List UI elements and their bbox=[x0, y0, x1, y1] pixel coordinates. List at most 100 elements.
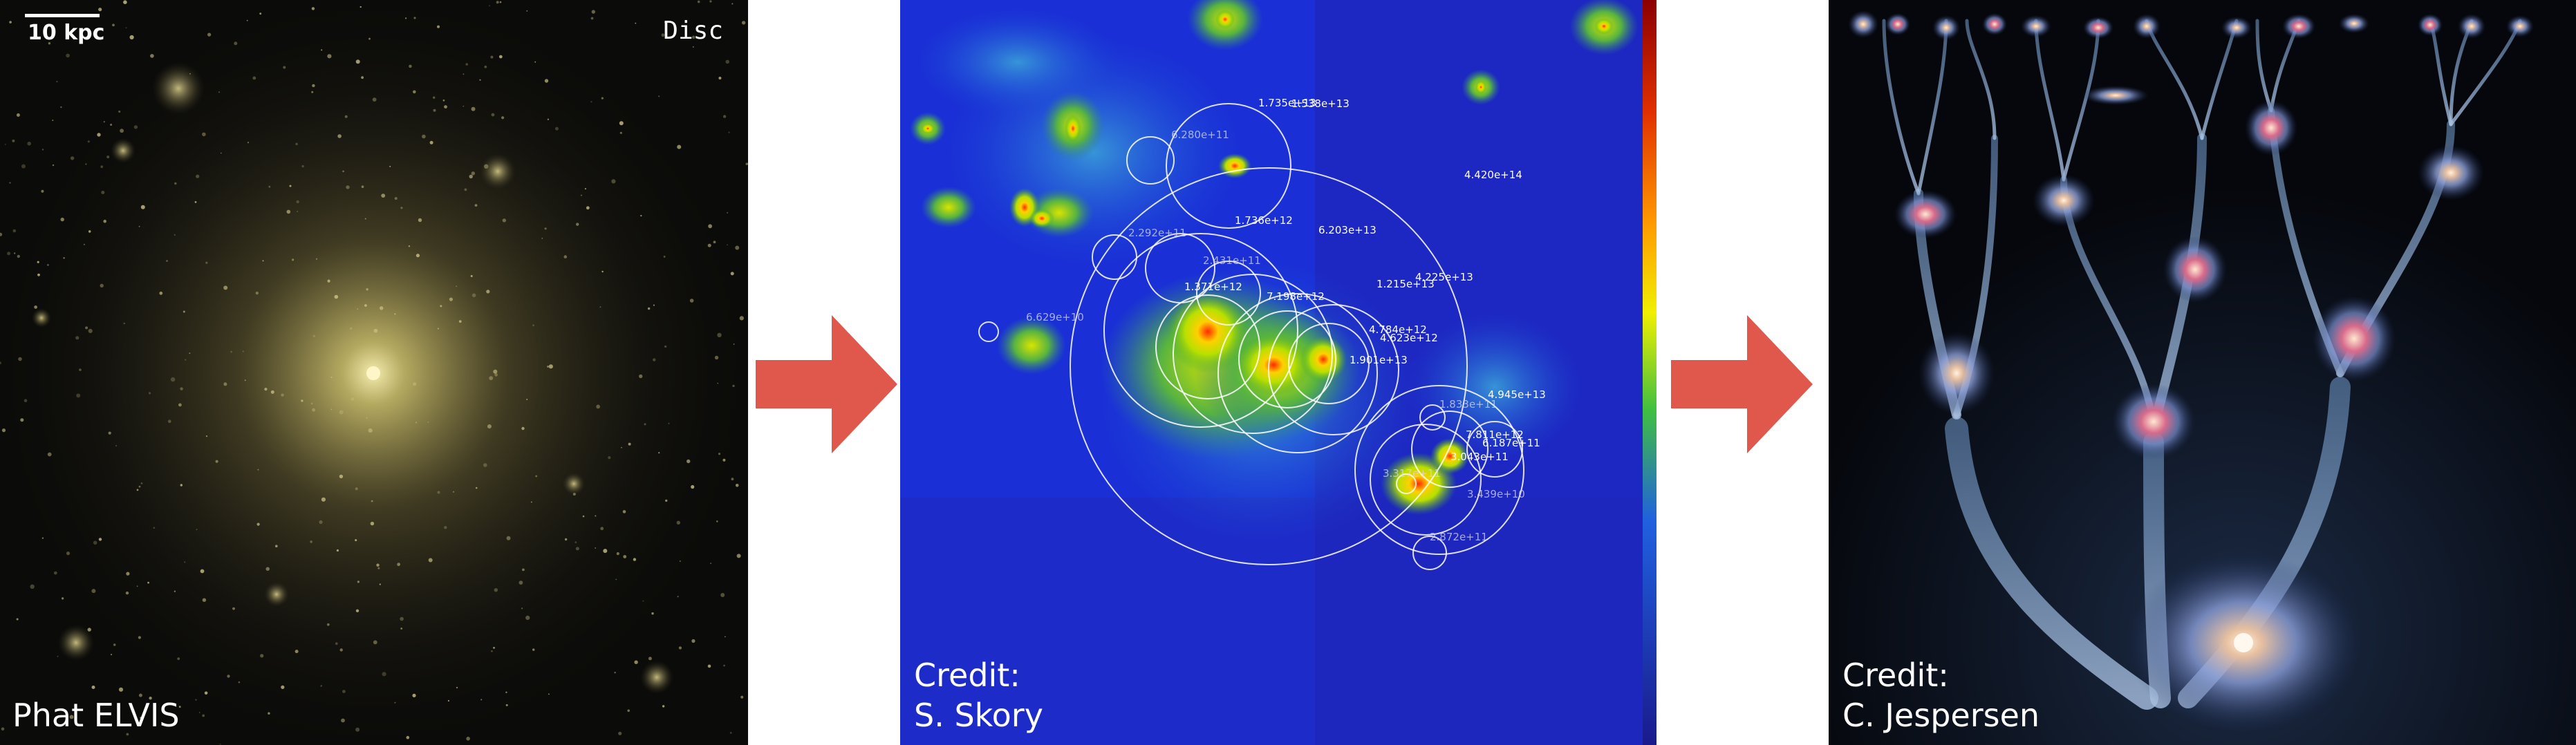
subhalo-dot bbox=[357, 581, 360, 583]
subhalo-dot bbox=[677, 596, 679, 598]
subhalo-dot bbox=[493, 369, 498, 374]
subhalo-dot bbox=[244, 379, 246, 381]
subhalo-dot bbox=[554, 126, 559, 131]
subhalo-dot bbox=[344, 115, 348, 118]
subhalo-dot bbox=[491, 650, 493, 652]
subhalo-dot bbox=[246, 19, 248, 21]
subhalo-dot bbox=[534, 61, 536, 63]
subhalo-dot bbox=[301, 164, 304, 168]
subhalo-dot bbox=[409, 64, 412, 68]
subhalo-dot bbox=[370, 521, 375, 526]
subhalo-dot bbox=[60, 217, 64, 222]
subhalo-dot bbox=[727, 244, 728, 246]
subhalo-dot bbox=[619, 121, 624, 126]
subhalo-dot bbox=[544, 227, 547, 230]
halo-mass-label: 6.187e+11 bbox=[1482, 437, 1540, 449]
subhalo-dot bbox=[118, 110, 121, 113]
subhalo-dot bbox=[735, 245, 740, 250]
subhalo-dot bbox=[18, 357, 22, 361]
subhalo-dot bbox=[532, 648, 535, 651]
subhalo-dot bbox=[232, 607, 235, 610]
subhalo-dot bbox=[79, 368, 82, 371]
halo-mass-label: 1.215e+13 bbox=[1376, 278, 1435, 290]
subhalo-dot bbox=[576, 223, 579, 226]
simulation-caption: Phat ELVIS bbox=[12, 697, 180, 734]
subhalo-dot bbox=[227, 675, 230, 678]
subhalo-dot bbox=[697, 0, 700, 3]
subhalo-dot bbox=[676, 520, 680, 525]
right-arrow-icon bbox=[1671, 315, 1813, 453]
subhalo-dot bbox=[327, 54, 332, 59]
subhalo-dot bbox=[586, 206, 590, 210]
subhalo-dot bbox=[653, 358, 656, 361]
subhalo-dot bbox=[136, 585, 138, 587]
subhalo-dot bbox=[257, 469, 259, 471]
subhalo-dot bbox=[118, 687, 124, 692]
subhalo-dot bbox=[47, 452, 52, 457]
subhalo-dot bbox=[256, 522, 260, 526]
subhalo-dot bbox=[133, 125, 138, 129]
subhalo-dot bbox=[255, 291, 259, 295]
subhalo-dot bbox=[526, 399, 528, 400]
subhalo-dot bbox=[614, 672, 616, 674]
subhalo-dot bbox=[733, 343, 735, 345]
subhalo-dot bbox=[444, 526, 447, 529]
subhalo-dot bbox=[709, 0, 712, 3]
subhalo-dot bbox=[252, 76, 256, 80]
halo-mass-label: 6.280e+11 bbox=[1171, 129, 1229, 141]
subhalo-dot bbox=[413, 90, 416, 94]
halo-mass-label: 6.629e+10 bbox=[1026, 311, 1084, 323]
subhalo-dot bbox=[502, 218, 506, 223]
subhalo-dot bbox=[198, 712, 200, 713]
subhalo-dot bbox=[270, 390, 274, 394]
halo-mass-label: 2.431e+11 bbox=[1203, 254, 1261, 267]
subhalo-dot bbox=[110, 124, 113, 126]
subhalo-dot bbox=[1, 428, 6, 433]
subhalo-dot bbox=[368, 37, 371, 40]
subhalo-dot bbox=[196, 529, 198, 531]
subhalo-dot bbox=[634, 660, 638, 664]
subhalo-dot bbox=[433, 96, 436, 99]
subhalo-dot bbox=[150, 54, 154, 58]
halo-mass-label: 4.420e+14 bbox=[1464, 169, 1522, 181]
subhalo-dot bbox=[361, 185, 364, 189]
subhalo-dot bbox=[264, 388, 268, 391]
subhalo-dot bbox=[740, 695, 744, 699]
subhalo-dot bbox=[563, 255, 568, 258]
subhalo-dot bbox=[20, 418, 24, 422]
bright-subhalos bbox=[32, 62, 673, 694]
subhalo-dot bbox=[735, 484, 739, 487]
subhalo-dot bbox=[718, 77, 722, 79]
subhalo-dot bbox=[123, 0, 127, 4]
subhalo-dot bbox=[1, 727, 5, 731]
subhalo-dot bbox=[355, 539, 357, 542]
subhalo-dot bbox=[692, 46, 694, 48]
subhalo-dot bbox=[189, 352, 191, 355]
subhalo-dot bbox=[37, 273, 40, 276]
subhalo-dot bbox=[100, 165, 104, 169]
subhalo-dot bbox=[474, 204, 478, 207]
scale-bar bbox=[25, 14, 100, 17]
subhalo-dot bbox=[547, 366, 549, 368]
subhalo-dot bbox=[262, 260, 264, 262]
subhalo-dot bbox=[103, 121, 105, 123]
subhalo-dot bbox=[106, 155, 110, 159]
subhalo-dot bbox=[180, 484, 183, 487]
subhalo-dot bbox=[684, 20, 688, 23]
subhalo-dot bbox=[110, 654, 113, 656]
subhalo-dot bbox=[281, 393, 284, 397]
subhalo-dot bbox=[168, 419, 171, 423]
halo-mass-label: 1.371e+12 bbox=[1184, 281, 1242, 293]
halo-mass-label: 1.735e+13 bbox=[1258, 97, 1316, 109]
subhalo-dot bbox=[501, 116, 505, 120]
subhalo-dot bbox=[635, 22, 637, 24]
subhalo-dot bbox=[627, 709, 630, 713]
subhalo-dot bbox=[85, 163, 87, 165]
subhalo-dot bbox=[547, 118, 550, 120]
subhalo-dot bbox=[129, 35, 134, 40]
colorbar bbox=[1643, 0, 1656, 745]
subhalo-dot bbox=[174, 182, 177, 185]
subhalo-dot bbox=[219, 743, 221, 745]
subhalo-dot bbox=[366, 417, 368, 419]
subhalo-dot bbox=[335, 642, 338, 645]
